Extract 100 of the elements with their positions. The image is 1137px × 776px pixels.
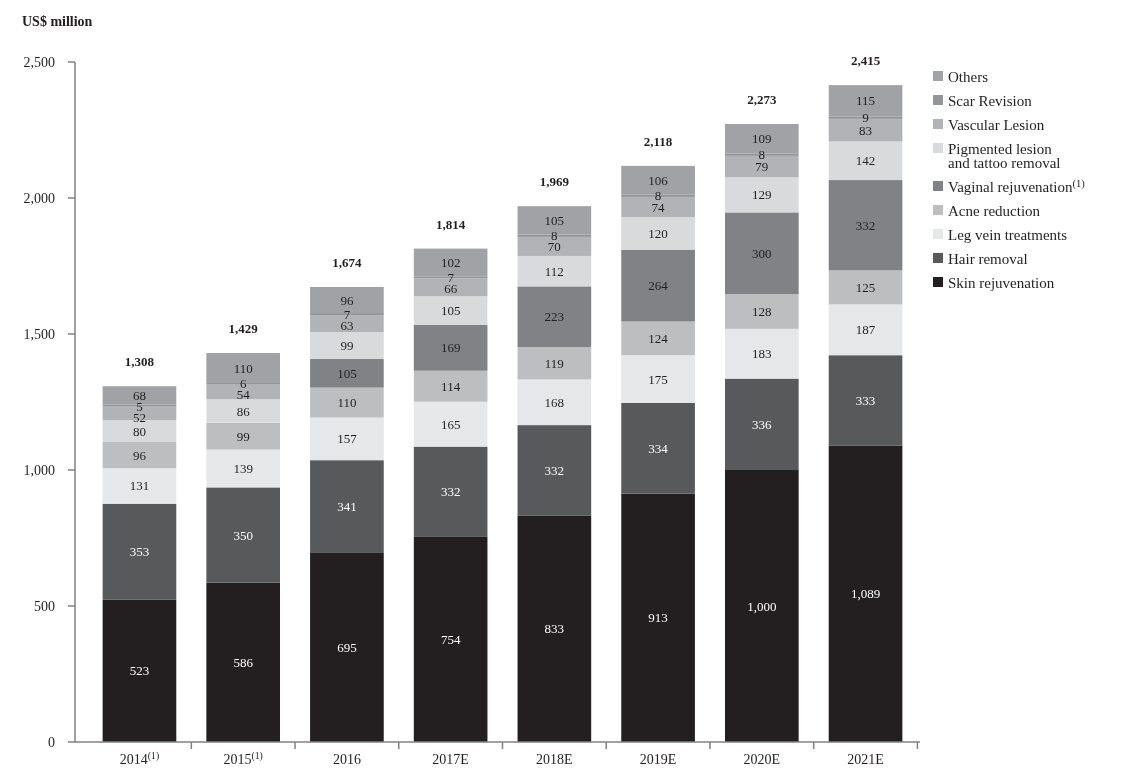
x-tick-label: 2014$^{(1)}$ <box>119 749 160 767</box>
total-label: 1,814 <box>436 216 466 232</box>
x-tick-label: 2019E <box>639 752 677 767</box>
bar <box>828 355 903 446</box>
bar <box>206 582 281 742</box>
data-label: 264 <box>648 278 669 294</box>
legend-label: Acne reduction <box>948 203 1041 220</box>
bar <box>724 470 799 742</box>
bar <box>102 599 177 742</box>
legend-label: Others <box>948 69 989 86</box>
bar <box>621 493 695 742</box>
data-label: 105 <box>544 212 565 228</box>
legend-label: Pigmented lesion and tattoo removal <box>948 141 1061 172</box>
data-label: 102 <box>440 255 461 271</box>
data-label: 115 <box>856 93 876 109</box>
bar <box>828 180 903 271</box>
bar <box>310 359 384 388</box>
data-label: 110 <box>233 360 253 376</box>
y-tick-label: 2,500 <box>23 54 55 70</box>
data-label: 99 <box>340 338 354 354</box>
data-label: 913 <box>648 610 668 626</box>
bar <box>724 212 799 295</box>
data-label: 109 <box>752 131 772 147</box>
bar <box>310 552 384 742</box>
bar <box>413 446 488 537</box>
data-label: 105 <box>337 365 357 381</box>
data-label: 754 <box>440 632 461 648</box>
bar <box>724 328 799 379</box>
data-label: 99 <box>236 428 250 444</box>
bar <box>621 249 695 322</box>
bar <box>621 355 695 403</box>
bar <box>102 468 177 504</box>
bar <box>206 487 281 583</box>
data-label: 336 <box>752 416 773 432</box>
data-label: 183 <box>752 346 772 362</box>
bar <box>517 425 592 516</box>
legend-label: Vascular Lesion <box>948 117 1045 134</box>
bar <box>413 401 488 447</box>
data-label: 131 <box>129 478 150 494</box>
bar <box>828 141 903 181</box>
data-label: 332 <box>440 484 461 500</box>
x-tick-label: 2015$^{(1)}$ <box>223 749 263 767</box>
bar <box>621 321 695 356</box>
data-label: 86 <box>236 403 251 419</box>
data-label: 128 <box>752 303 772 319</box>
x-tick-label: 2020E <box>743 752 781 767</box>
x-tick-label: 2016 <box>332 752 361 767</box>
bar <box>413 296 488 325</box>
y-axis-title: US$ million <box>22 14 93 29</box>
legend-label: Hair removal <box>948 251 1028 268</box>
bar <box>102 441 177 469</box>
total-label: 1,308 <box>124 354 155 370</box>
y-tick-label: 0 <box>48 734 55 750</box>
data-label: 96 <box>340 292 354 308</box>
total-label: 1,429 <box>228 321 259 337</box>
data-label: 223 <box>544 309 565 325</box>
data-label: 110 <box>337 395 357 411</box>
bar <box>517 515 592 742</box>
data-label: 353 <box>129 544 150 560</box>
bar <box>724 378 799 470</box>
data-label: 169 <box>440 340 461 356</box>
data-label: 586 <box>233 654 254 670</box>
data-label: 142 <box>855 153 876 169</box>
x-tick-label: 2018E <box>536 752 573 767</box>
data-label: 125 <box>855 279 876 295</box>
data-label: 333 <box>855 393 876 409</box>
bar <box>621 402 695 494</box>
bar <box>310 460 384 553</box>
data-label: 1,089 <box>850 586 881 602</box>
y-tick-label: 2,000 <box>23 190 55 206</box>
data-label: 129 <box>752 187 772 203</box>
bar <box>621 217 695 250</box>
data-label: 168 <box>544 394 565 410</box>
data-label: 695 <box>337 640 357 656</box>
total-label: 2,415 <box>850 53 881 69</box>
data-label: 833 <box>544 621 565 637</box>
data-label: 350 <box>233 527 253 543</box>
bar <box>828 445 903 742</box>
data-label: 96 <box>132 447 147 463</box>
data-label: 139 <box>233 461 253 477</box>
bar <box>517 379 592 426</box>
data-label: 105 <box>440 303 461 319</box>
bar <box>413 536 488 742</box>
data-label: 112 <box>544 263 564 279</box>
bar <box>413 324 488 371</box>
bar <box>724 294 799 329</box>
data-label: 300 <box>752 245 772 261</box>
bar <box>102 386 177 405</box>
x-tick-label: 2017E <box>432 752 469 767</box>
total-label: 2,273 <box>747 92 777 108</box>
bar <box>310 332 384 360</box>
total-label: 2,118 <box>643 133 673 149</box>
bar <box>517 255 592 287</box>
data-label: 1,000 <box>747 598 777 614</box>
data-label: 523 <box>129 663 150 679</box>
data-label: 119 <box>544 355 564 371</box>
x-tick-label: 2021E <box>847 752 884 767</box>
data-label: 114 <box>441 378 461 394</box>
data-label: 334 <box>648 440 669 456</box>
legend-label: Leg vein treatments <box>948 227 1068 244</box>
